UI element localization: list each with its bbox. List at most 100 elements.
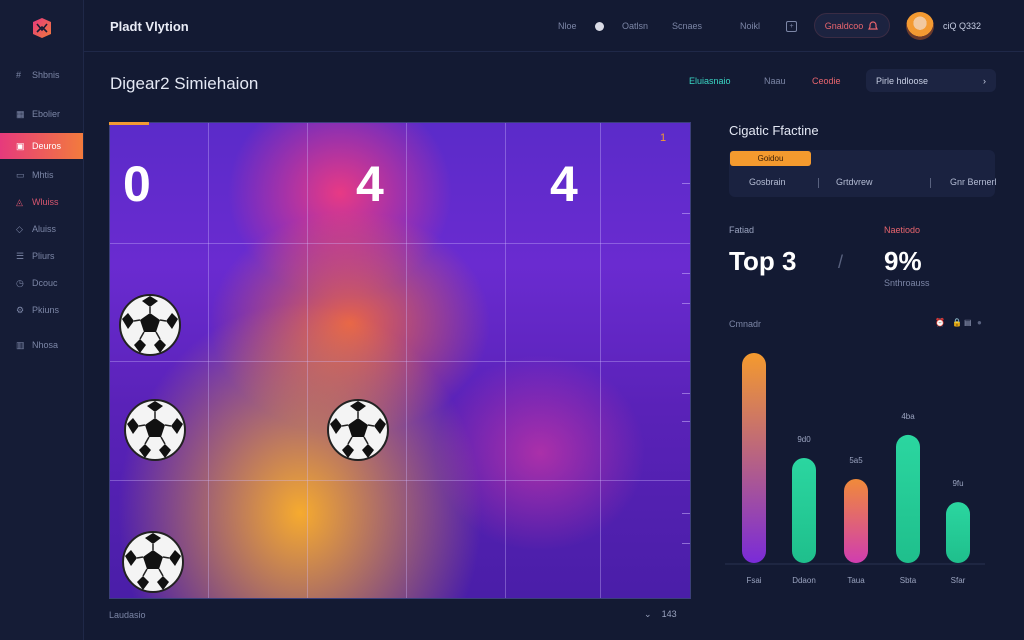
sidebar-item-pkiuns[interactable]: ⚙ Pkiuns [0, 297, 84, 323]
toggle-icon[interactable]: ● [977, 318, 982, 327]
board-tick [682, 513, 690, 514]
chart-category-label: Taua [847, 576, 865, 585]
chart-data-label: 9fu [952, 479, 963, 488]
score-3: 4 [550, 156, 578, 212]
grid-line [110, 361, 690, 362]
panel-title: Cigatic Ffactine [729, 123, 819, 138]
chart-category-label: Ddaon [792, 576, 816, 585]
sidebar-item-label: Dcouc [32, 278, 58, 288]
alarm-icon[interactable]: ⏰ [935, 318, 945, 327]
chart-category-label: Sbta [900, 576, 917, 585]
tab-3[interactable]: Grtdvrew [836, 177, 873, 187]
board-footer-value: ⌄ 143 [644, 609, 677, 620]
lock-icon[interactable]: 🔒 [952, 318, 962, 327]
app-logo-icon[interactable] [30, 16, 54, 40]
sidebar-item-label: Pliurs [32, 251, 55, 261]
grid-line [110, 480, 690, 481]
clock-icon: ◷ [16, 277, 24, 288]
tab-divider [818, 178, 819, 188]
stat-value-rank: Top 3 [729, 246, 797, 276]
soccer-ball-icon[interactable] [118, 293, 182, 357]
stat-value-percent: 9% [884, 246, 922, 276]
sidebar-item-label: Nhosa [32, 340, 59, 350]
score-1: 0 [123, 156, 151, 212]
list-icon: ☰ [16, 250, 25, 261]
view-select-value: Pirle hdloose [876, 75, 929, 86]
board-tick [682, 303, 690, 304]
board-footer-label: Laudasio [109, 610, 146, 620]
sidebar-item-label: Deuros [32, 141, 62, 151]
chart-bar[interactable] [844, 479, 868, 563]
board-tick [682, 543, 690, 544]
header-link-3[interactable]: Ceodie [812, 76, 841, 86]
header-link-1[interactable]: Eluiasnaio [689, 76, 731, 86]
soccer-ball-icon[interactable] [121, 530, 185, 594]
stat-label-percent: Naetiodo [884, 225, 921, 235]
board-tick [682, 421, 690, 422]
game-board[interactable] [109, 122, 691, 599]
board-tick [682, 273, 690, 274]
header-link-2[interactable]: Naau [764, 76, 786, 86]
board-icon: ▣ [16, 140, 25, 151]
chart-category-label: Sfar [951, 576, 966, 585]
alert-icon: ◬ [16, 196, 23, 207]
page-title: Digear2 Simiehaion [110, 74, 259, 93]
sidebar-item-label: Aluiss [32, 224, 57, 234]
tab-2[interactable]: Gosbrain [749, 177, 786, 187]
hash-icon: # [16, 69, 22, 80]
chevron-down-icon[interactable]: ⌄ [644, 609, 652, 619]
top-link-3[interactable]: Scnaes [672, 21, 703, 31]
soccer-ball-icon[interactable] [326, 398, 390, 462]
sidebar-item-label: Shbnis [32, 70, 60, 80]
chart-bar[interactable] [792, 458, 816, 563]
board-corner-label: 1 [660, 132, 667, 144]
chevron-right-icon: › [983, 75, 986, 86]
copy-icon[interactable]: ▤ [964, 318, 972, 327]
board-tick [682, 183, 690, 184]
chart-title: Cmnadr [729, 319, 762, 329]
chart-data-label: 4ba [901, 412, 915, 421]
tab-divider [930, 178, 931, 188]
top-link-2[interactable]: Oatlsn [622, 21, 649, 31]
chart-data-label: 9d0 [797, 435, 811, 444]
chart-bar[interactable] [896, 434, 920, 563]
tag-icon: ◇ [16, 223, 23, 234]
plus-icon[interactable]: + [786, 21, 797, 32]
sidebar-item-wluiss[interactable]: ◬ Wluiss [0, 189, 84, 215]
app-title: Pladt Vlytion [110, 19, 189, 34]
avatar[interactable] [906, 12, 934, 40]
bell-icon [868, 20, 879, 30]
top-link-1[interactable]: Nloe [558, 21, 577, 31]
notification-pill-button[interactable]: Gnaldcoo [814, 13, 890, 38]
tab-active[interactable]: Goidou [730, 151, 811, 166]
chart-data-label: 5a5 [849, 456, 863, 465]
sidebar-item-deuros[interactable]: ▣ Deuros [0, 133, 83, 159]
chart-category-label: Fsai [746, 576, 761, 585]
sidebar-item-pliurs[interactable]: ☰ Pliurs [0, 243, 84, 269]
sidebar-item-shbnis[interactable]: # Shbnis [0, 62, 84, 88]
sidebar-item-ebolier[interactable]: ▦ Ebolier [0, 101, 84, 127]
sidebar-item-nhosa[interactable]: ▥ Nhosa [0, 332, 84, 358]
pill-label: Gnaldcoo [824, 20, 864, 31]
top-link-4[interactable]: Noikl [740, 21, 761, 31]
stats-icon: ▥ [16, 339, 25, 350]
status-dot-icon[interactable] [595, 22, 604, 31]
board-tick [682, 393, 690, 394]
sidebar-item-aluiss[interactable]: ◇ Aluiss [0, 216, 84, 242]
tab-4[interactable]: Gnr Bernerl [950, 177, 997, 187]
gear-icon: ⚙ [16, 304, 25, 315]
grid-line [307, 123, 308, 598]
sidebar-item-label: Pkiuns [32, 305, 60, 315]
monitor-icon: ▭ [16, 169, 25, 180]
sidebar-item-label: Mhtis [32, 170, 54, 180]
stat-label-rank: Fatiad [729, 225, 755, 235]
sidebar-item-mhtis[interactable]: ▭ Mhtis [0, 162, 84, 188]
top-bar: Pladt Vlytion Nloe Oatlsn Scnaes Noikl +… [84, 0, 1024, 52]
soccer-ball-icon[interactable] [123, 398, 187, 462]
chart-bar[interactable] [742, 353, 766, 563]
chart-bar[interactable] [946, 502, 970, 563]
grid-line [406, 123, 407, 598]
sidebar-item-dcouc[interactable]: ◷ Dcouc [0, 270, 84, 296]
sidebar-item-label: Ebolier [32, 109, 61, 119]
view-select[interactable]: Pirle hdloose › [866, 69, 996, 92]
